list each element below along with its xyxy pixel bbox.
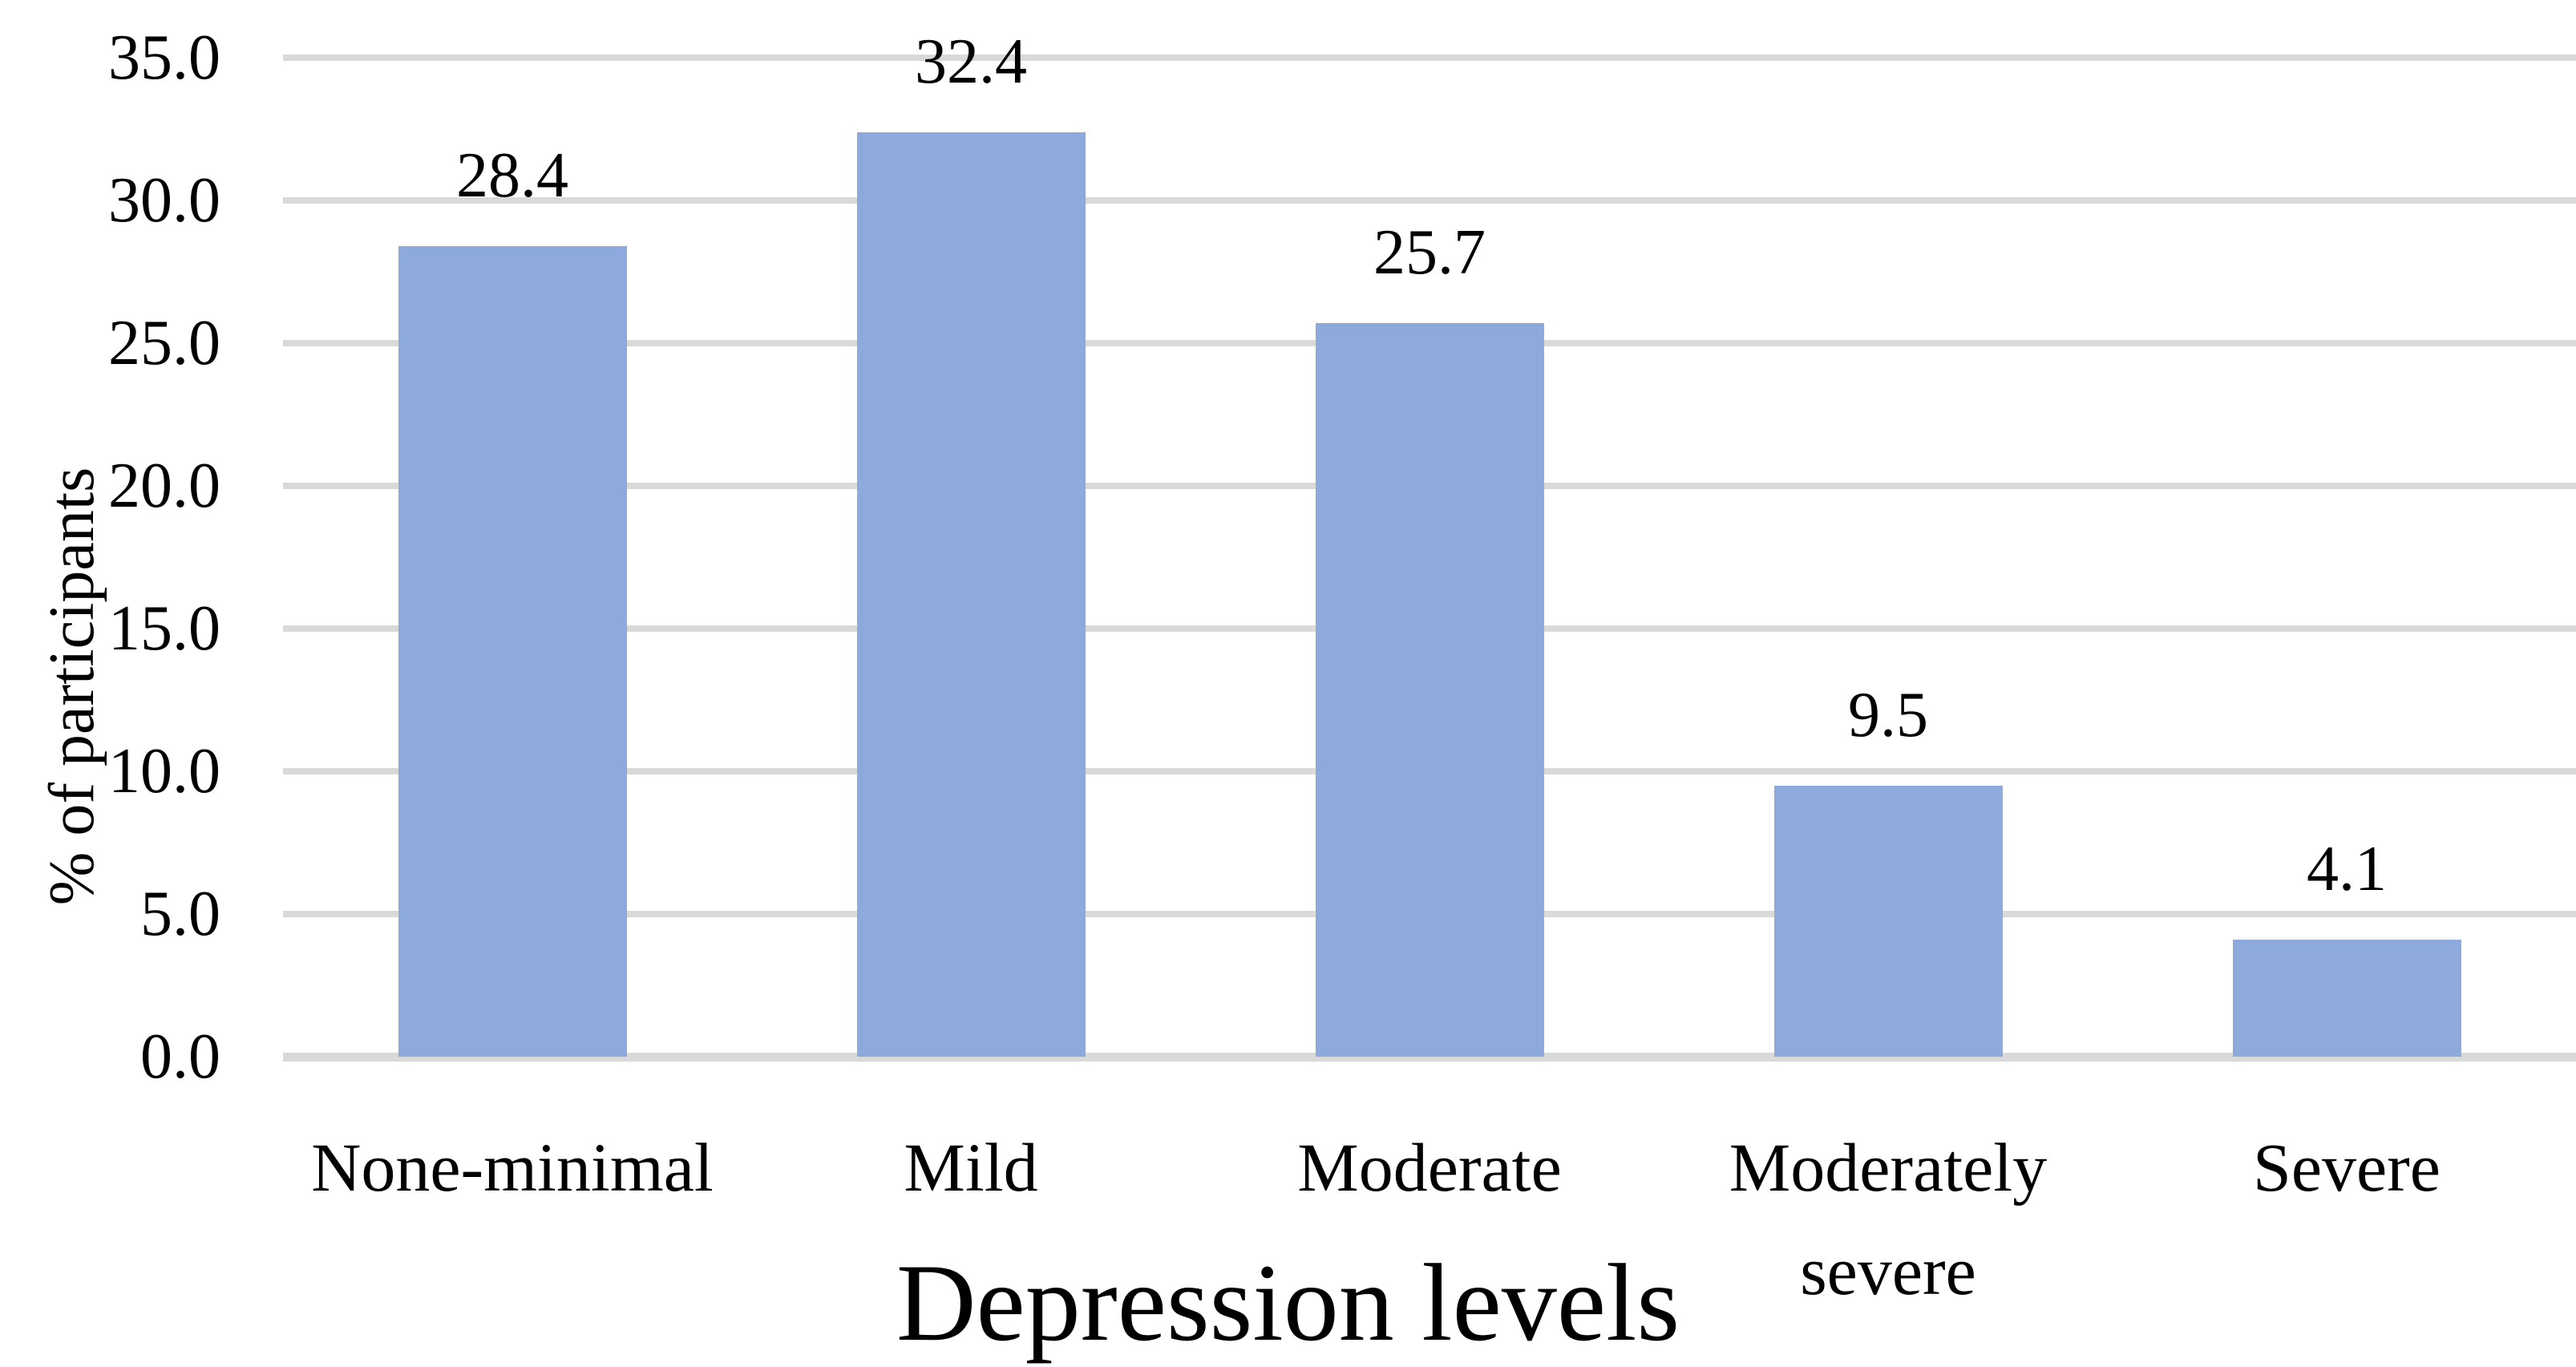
x-category-label: Moderately severe xyxy=(1729,1129,2048,1309)
bar xyxy=(398,245,627,1057)
x-category-label: Severe xyxy=(2253,1129,2441,1206)
x-category-label: None-minimal xyxy=(311,1129,714,1206)
bar xyxy=(1315,323,1544,1057)
bar xyxy=(2232,940,2461,1057)
y-tick-label: 5.0 xyxy=(140,879,220,949)
bar-value-label: 4.1 xyxy=(2307,834,2387,905)
y-tick-label: 10.0 xyxy=(108,736,220,807)
y-tick-label: 15.0 xyxy=(108,593,220,664)
y-tick-label: 30.0 xyxy=(108,165,220,236)
y-tick-label: 20.0 xyxy=(108,451,220,521)
x-category-label: Moderate xyxy=(1297,1129,1562,1206)
bar-value-label: 28.4 xyxy=(456,140,568,211)
y-tick-label: 25.0 xyxy=(108,308,220,378)
x-axis-line xyxy=(283,1053,2576,1062)
bar xyxy=(1773,785,2003,1057)
y-tick-label: 0.0 xyxy=(140,1021,220,1092)
bar xyxy=(856,131,1086,1057)
x-axis-title: Depression levels xyxy=(896,1241,1680,1364)
bar-value-label: 32.4 xyxy=(915,26,1027,97)
bar-value-label: 9.5 xyxy=(1848,679,1928,750)
bar-value-label: 25.7 xyxy=(1373,217,1486,289)
gridline xyxy=(283,55,2576,61)
x-category-label: Mild xyxy=(904,1129,1038,1206)
gridline xyxy=(283,197,2576,204)
y-tick-label: 35.0 xyxy=(108,22,220,93)
